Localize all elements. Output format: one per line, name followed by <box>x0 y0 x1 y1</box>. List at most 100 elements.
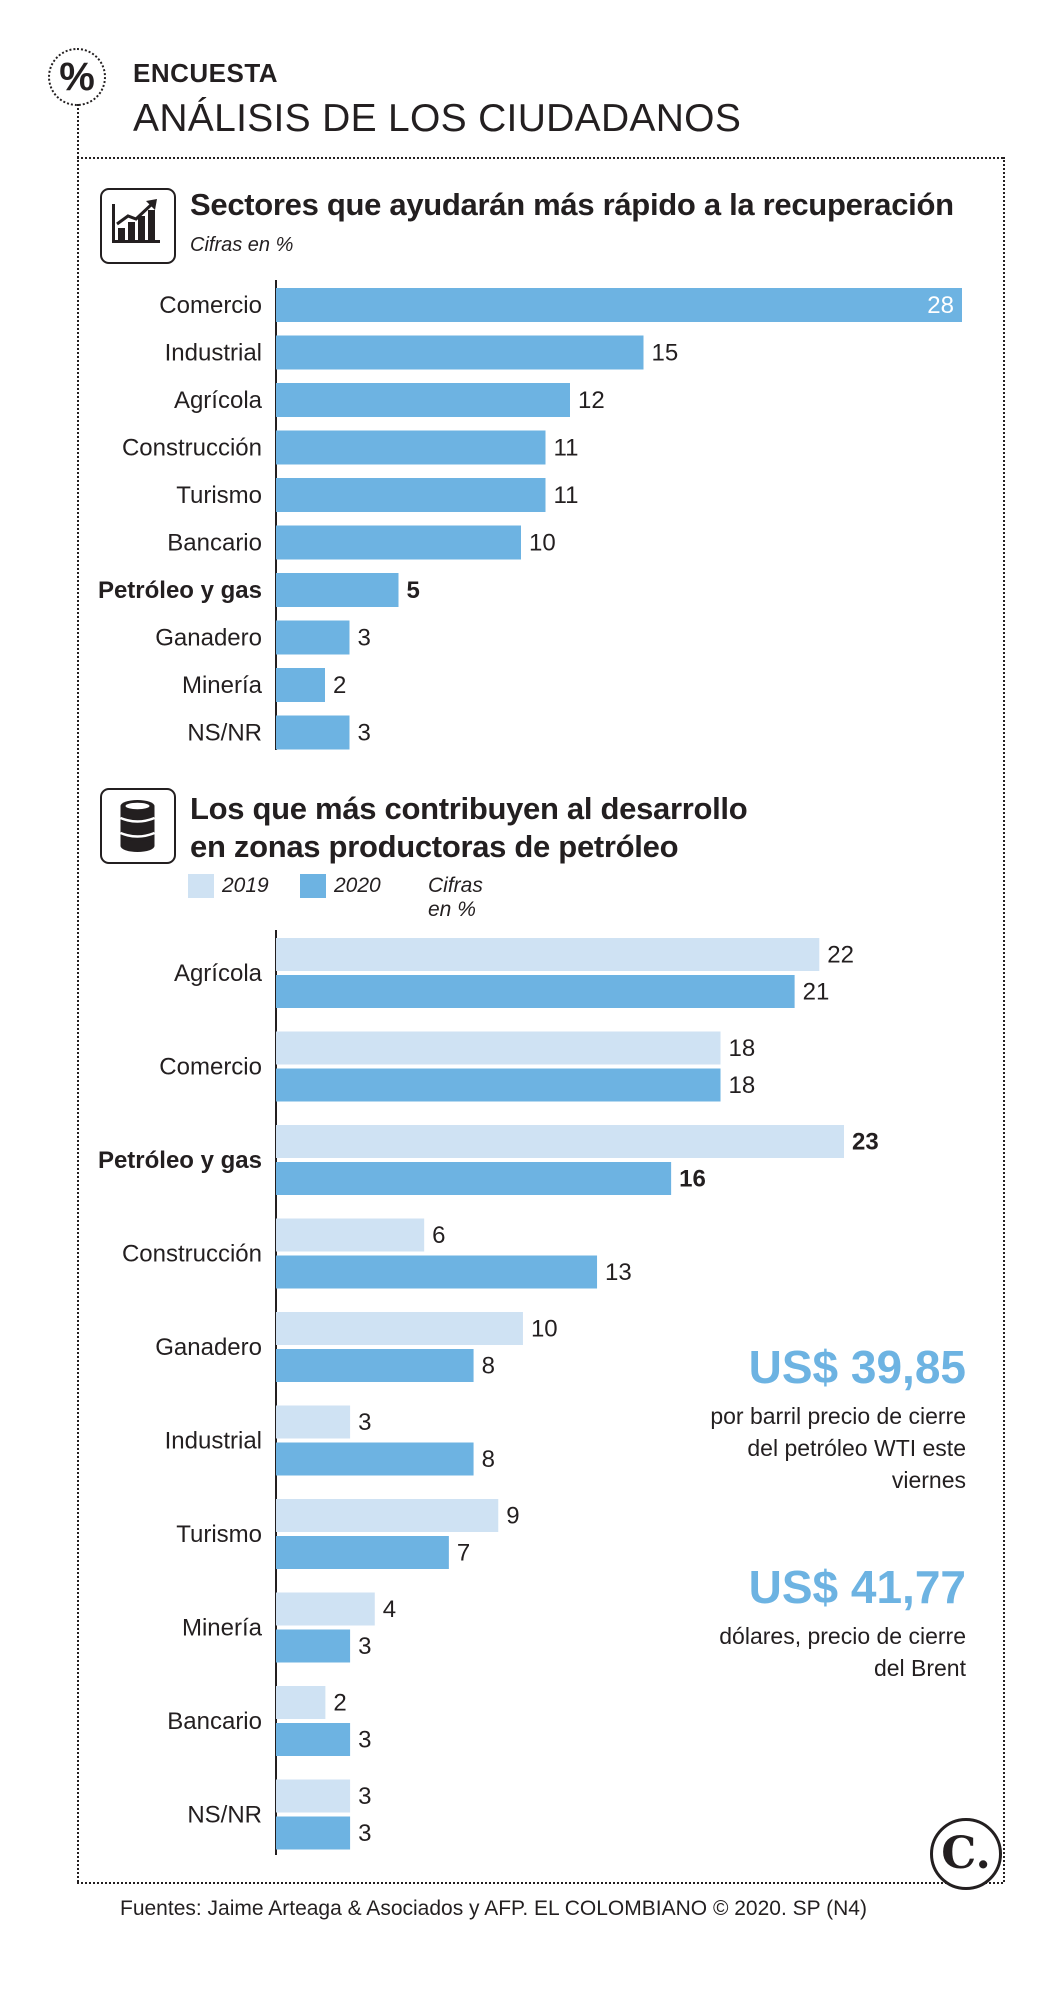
chart2-value-petroleo-y-gas-2020: 16 <box>679 1166 706 1193</box>
chart2-bar-mineria-2020 <box>276 1629 351 1663</box>
section2-unit-note: Cifras en % <box>428 874 483 921</box>
chart2-value-turismo-2020: 7 <box>457 1540 470 1567</box>
chart2-category-construccion: Construcción <box>122 1241 262 1268</box>
chart1-value-ganadero: 3 <box>358 625 371 652</box>
chart1-bar-industrial <box>276 335 644 370</box>
chart2-bar-agricola-2020 <box>276 975 795 1008</box>
logo-letter: C. <box>941 1828 991 1879</box>
chart1-category-petroleo-y-gas: Petróleo y gas <box>98 577 262 604</box>
page-title: ANÁLISIS DE LOS CIUDADANOS <box>133 97 742 140</box>
chart2-category-comercio: Comercio <box>159 1054 262 1081</box>
chart-sectores-recuperacion: Comercio 28 Industrial 15 Agrícola 12 Construc… <box>98 280 962 750</box>
chart1-category-ns-nr: NS/NR <box>187 720 262 747</box>
chart1-value-industrial: 15 <box>652 340 679 367</box>
chart2-bar-bancario-2020 <box>276 1723 351 1756</box>
oil-barrel-icon <box>100 788 176 864</box>
chart2-value-agricola-2019: 22 <box>827 942 854 969</box>
chart1-category-construccion: Construcción <box>122 435 262 462</box>
chart1-value-bancario: 10 <box>529 530 556 557</box>
section2-title-line1: Los que más contribuyen al desarrollo <box>190 791 748 826</box>
chart2-bar-turismo-2019 <box>276 1499 499 1532</box>
chart1-value-agricola: 12 <box>578 387 605 414</box>
frame-border-bottom <box>77 1882 1003 1884</box>
growth-chart-icon <box>100 188 176 264</box>
chart2-bar-ganadero-2019 <box>276 1312 523 1345</box>
chart1-bar-petroleo-y-gas <box>276 573 399 607</box>
chart1-category-bancario: Bancario <box>167 530 262 557</box>
chart2-bar-industrial-2020 <box>276 1442 474 1476</box>
chart2-value-agricola-2020: 21 <box>803 979 830 1006</box>
chart2-value-comercio-2020: 18 <box>729 1072 756 1099</box>
callout-wti-text: por barril precio de cierre del petróleo… <box>710 1403 966 1493</box>
chart2-bar-construccion-2019 <box>276 1218 425 1252</box>
chart2-bar-turismo-2020 <box>276 1536 449 1569</box>
chart2-value-petroleo-y-gas-2019: 23 <box>852 1129 879 1156</box>
kicker-label: ENCUESTA <box>133 58 279 88</box>
chart2-category-bancario: Bancario <box>167 1708 262 1735</box>
percent-badge-icon: % <box>48 48 106 106</box>
chart1-category-comercio: Comercio <box>159 292 262 319</box>
chart1-value-ns-nr: 3 <box>358 720 371 747</box>
chart2-bar-ns-nr-2019 <box>276 1779 351 1813</box>
chart2-bar-construccion-2020 <box>276 1255 598 1289</box>
chart2-value-ganadero-2020: 8 <box>482 1353 495 1380</box>
chart1-category-agricola: Agrícola <box>174 387 263 414</box>
frame-border-left <box>77 104 79 1882</box>
chart1-bar-bancario <box>276 525 521 560</box>
chart2-category-agricola: Agrícola <box>174 960 263 987</box>
chart2-value-bancario-2019: 2 <box>333 1690 346 1717</box>
chart2-value-mineria-2019: 4 <box>383 1596 396 1623</box>
chart1-category-ganadero: Ganadero <box>155 625 262 652</box>
legend-label-2020: 2020 <box>334 874 381 897</box>
percent-symbol: % <box>59 55 95 99</box>
chart1-value-turismo: 11 <box>554 482 579 509</box>
chart2-value-industrial-2019: 3 <box>358 1409 371 1436</box>
callout-brent-value: US$ 41,77 <box>748 1561 966 1613</box>
chart1-bar-construccion <box>276 430 546 465</box>
chart2-bar-comercio-2020 <box>276 1068 721 1102</box>
chart1-bar-ganadero <box>276 620 350 655</box>
section2-title: Los que más contribuyen al desarrollo en… <box>190 790 970 866</box>
section1-unit-note: Cifras en % <box>190 234 294 256</box>
chart2-bar-ns-nr-2020 <box>276 1816 351 1850</box>
section2-title-line2: en zonas productoras de petróleo <box>190 829 679 864</box>
chart1-category-mineria: Minería <box>182 672 263 699</box>
chart1-category-turismo: Turismo <box>176 482 262 509</box>
chart2-bar-mineria-2019 <box>276 1592 375 1626</box>
chart1-bar-comercio <box>276 288 962 322</box>
chart2-bar-bancario-2019 <box>276 1686 326 1719</box>
chart2-bar-ganadero-2020 <box>276 1349 474 1382</box>
chart2-value-ns-nr-2020: 3 <box>358 1820 371 1847</box>
chart1-value-comercio: 28 <box>927 292 954 319</box>
chart2-category-industrial: Industrial <box>165 1428 262 1455</box>
chart1-value-mineria: 2 <box>333 672 346 699</box>
frame-border-right <box>1003 157 1005 1882</box>
chart1-category-industrial: Industrial <box>165 340 262 367</box>
chart1-bar-mineria <box>276 668 325 702</box>
chart2-bar-petroleo-y-gas-2019 <box>276 1125 844 1158</box>
chart2-bar-comercio-2019 <box>276 1031 721 1065</box>
chart2-value-mineria-2020: 3 <box>358 1633 371 1660</box>
chart2-bar-agricola-2019 <box>276 938 820 971</box>
chart2-category-petroleo-y-gas: Petróleo y gas <box>98 1147 262 1174</box>
chart2-category-ns-nr: NS/NR <box>187 1802 262 1829</box>
callout-brent-text: dólares, precio de cierre del Brent <box>719 1623 966 1681</box>
chart1-bar-agricola <box>276 383 570 417</box>
chart2-category-mineria: Minería <box>182 1615 263 1642</box>
el-colombiano-logo: C. <box>930 1818 1002 1890</box>
chart1-value-petroleo-y-gas: 5 <box>407 577 420 604</box>
chart2-value-comercio-2019: 18 <box>729 1035 756 1062</box>
callout-wti-value: US$ 39,85 <box>748 1341 966 1393</box>
chart2-value-bancario-2020: 3 <box>358 1727 371 1754</box>
chart2-value-industrial-2020: 8 <box>482 1446 495 1473</box>
section1-title: Sectores que ayudarán más rápido a la re… <box>190 187 954 222</box>
legend-swatch-2020 <box>300 874 326 898</box>
chart2-value-construccion-2019: 6 <box>432 1222 445 1249</box>
chart2-value-ganadero-2019: 10 <box>531 1316 558 1343</box>
chart1-value-construccion: 11 <box>554 435 579 462</box>
footer-sources: Fuentes: Jaime Arteaga & Asociados y AFP… <box>120 1897 867 1920</box>
frame-border-top <box>77 157 1003 159</box>
chart2-category-turismo: Turismo <box>176 1521 262 1548</box>
chart2-value-ns-nr-2019: 3 <box>358 1783 371 1810</box>
legend-label-2019: 2019 <box>222 874 269 897</box>
